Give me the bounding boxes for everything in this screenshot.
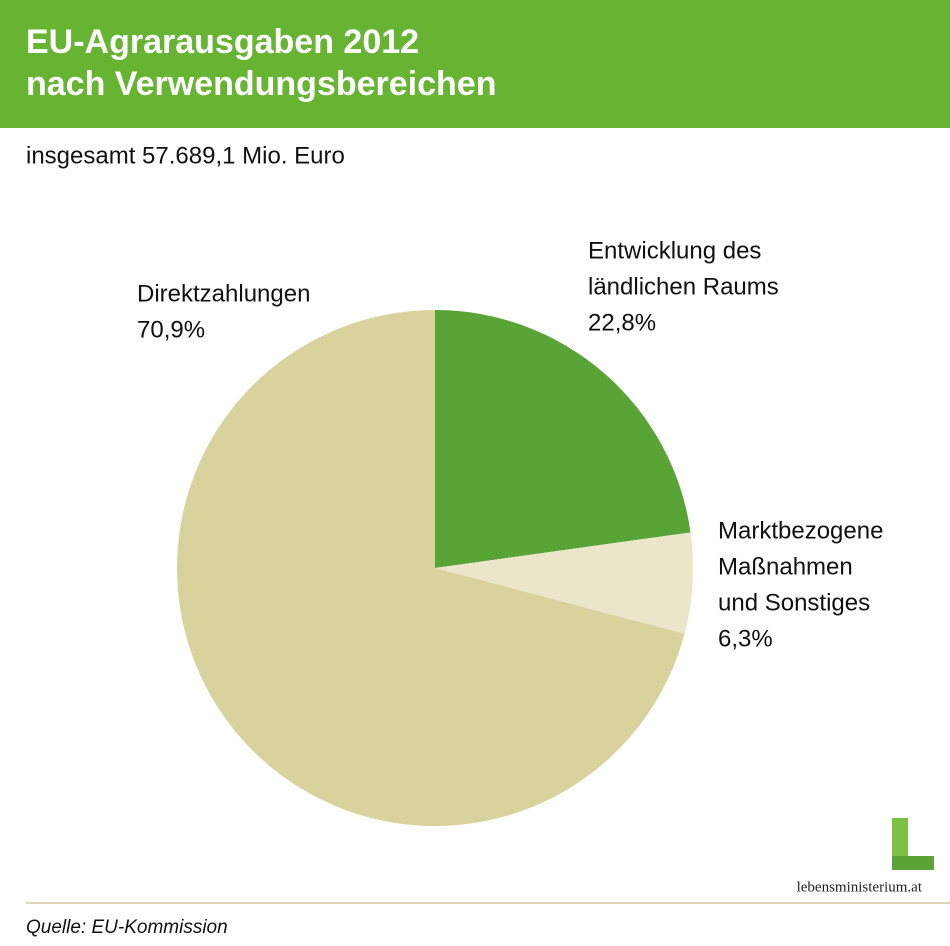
value-label: 22,8% [588, 309, 656, 336]
pie-slice [435, 532, 693, 634]
source: Quelle: EU-Kommission [26, 917, 228, 938]
slice-label: Marktbezogene [718, 517, 883, 544]
value-label: 6,3% [718, 625, 773, 652]
chart-title: EU-Agrarausgaben 2012 [26, 23, 419, 61]
pie-slice [435, 310, 691, 568]
slice-label: und Sonstiges [718, 589, 870, 616]
slice-label: ländlichen Raums [588, 273, 779, 300]
header-bar [0, 0, 950, 128]
value-label: 70,9% [137, 316, 205, 343]
slice-label: Direktzahlungen [137, 280, 310, 307]
pie-slice [176, 309, 685, 826]
slice-label: Entwicklung des [588, 237, 761, 264]
slice-label: Maßnahmen [718, 553, 853, 580]
logo-icon [892, 818, 934, 870]
logo-text: lebensministerium.at [797, 879, 923, 895]
subtitle: insgesamt 57.689,1 Mio. Euro [26, 142, 345, 169]
chart-title: nach Verwendungsbereichen [26, 65, 496, 103]
